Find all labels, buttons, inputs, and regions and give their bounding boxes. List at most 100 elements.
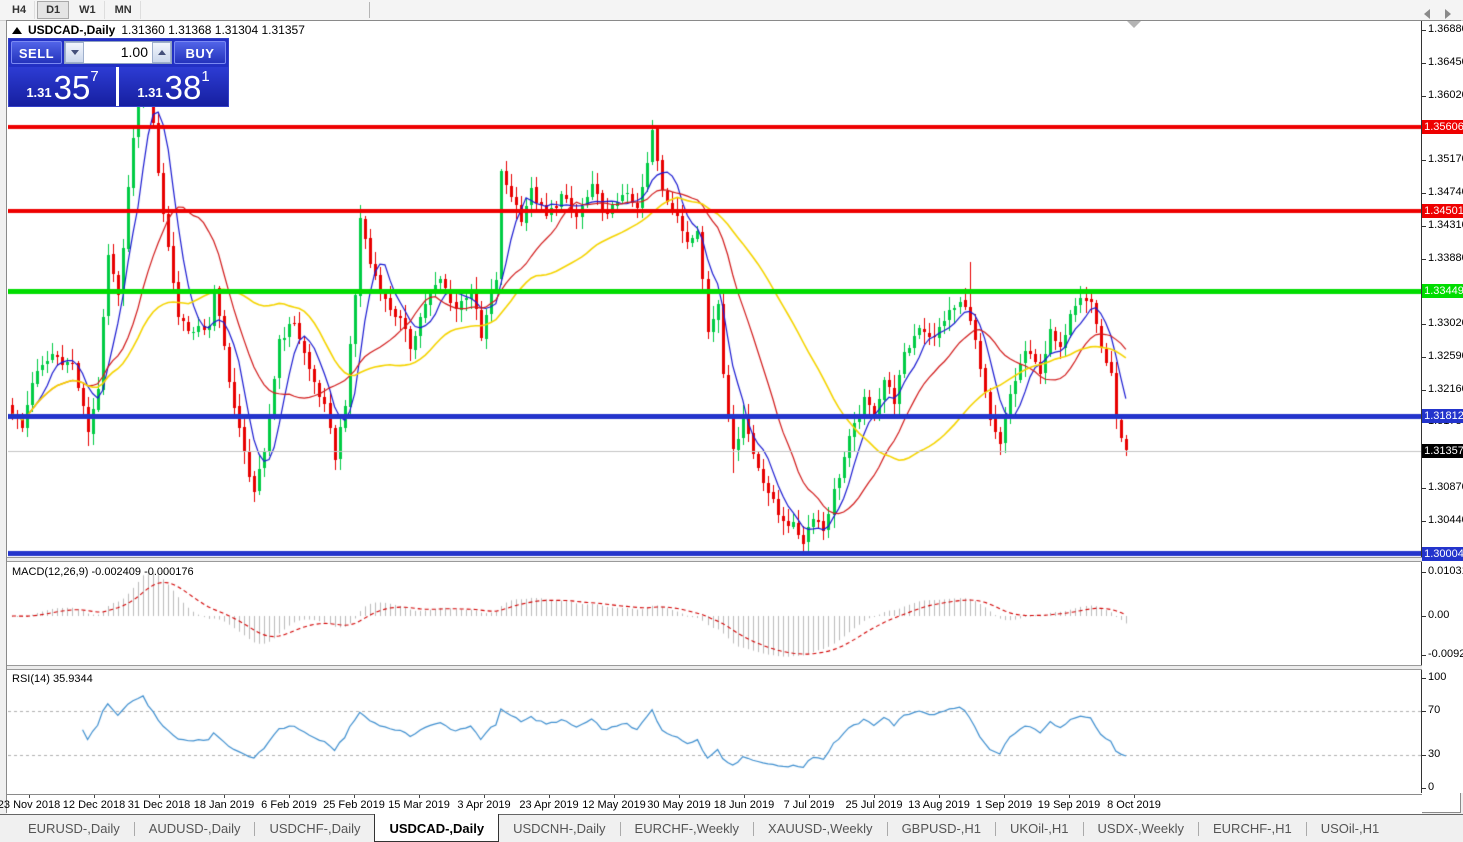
timeframe-toolbar: H4 D1 W1 MN xyxy=(0,0,1463,21)
chart-tab-eurusd-daily[interactable]: EURUSD-,Daily xyxy=(28,821,120,836)
axis-tick xyxy=(1422,225,1426,227)
volume-spinner: 1.00 xyxy=(64,41,172,64)
timeframe-button-w1[interactable]: W1 xyxy=(71,1,105,19)
rsi-axis-label: 100 xyxy=(1428,671,1447,683)
axis-tick xyxy=(29,795,30,798)
date-axis-label: 6 Feb 2019 xyxy=(261,799,317,811)
axis-tick xyxy=(484,795,485,798)
volume-input[interactable]: 1.00 xyxy=(120,44,148,60)
timeframe-button-h4[interactable]: H4 xyxy=(4,1,36,19)
price-level-flag: 1.34501 xyxy=(1422,204,1463,219)
macd-axis-label: 0.00 xyxy=(1428,609,1450,621)
date-axis-label: 12 Dec 2018 xyxy=(62,799,126,811)
chart-tab-gbpusd-h1[interactable]: GBPUSD-,H1 xyxy=(901,821,982,836)
tab-separator xyxy=(1198,821,1199,836)
chart-tab-usdx-weekly[interactable]: USDX-,Weekly xyxy=(1097,821,1184,836)
macd-axis-label: 0.010311 xyxy=(1428,564,1463,577)
date-axis-label: 23 Apr 2019 xyxy=(519,799,579,811)
axis-tick xyxy=(614,795,615,798)
date-axis-label: 8 Oct 2019 xyxy=(1107,799,1161,811)
tab-separator xyxy=(254,821,256,836)
symbol-marker-icon xyxy=(12,26,22,34)
sell-price-display[interactable]: 1.31 35 7 xyxy=(9,67,116,106)
buy-price-pip: 1 xyxy=(201,68,210,85)
axis-tick xyxy=(939,795,940,798)
volume-increase-button[interactable] xyxy=(152,42,171,63)
price-axis-label: 1.35170 xyxy=(1428,153,1463,166)
buy-price-display[interactable]: 1.31 38 1 xyxy=(119,67,228,106)
tab-separator xyxy=(753,821,755,836)
axis-tick xyxy=(1422,62,1426,64)
toolbar-separator xyxy=(368,2,370,18)
chart-ohlc-values: 1.31360 1.31368 1.31304 1.31357 xyxy=(121,23,305,37)
chevron-down-icon xyxy=(70,50,79,55)
time-axis[interactable]: 23 Nov 2018 12 Dec 2018 31 Dec 2018 18 Jan … xyxy=(0,794,1422,814)
buy-price-prefix: 1.31 xyxy=(137,85,163,100)
tab-separator xyxy=(1082,821,1084,836)
tab-separator xyxy=(886,821,888,836)
axis-tick xyxy=(1422,616,1426,617)
chart-symbol: USDCAD-,Daily xyxy=(28,23,116,37)
axis-tick xyxy=(1422,324,1426,326)
chart-tab-xauusd-weekly[interactable]: XAUUSD-,Weekly xyxy=(768,821,873,836)
date-axis-label: 1 Sep 2019 xyxy=(975,799,1033,811)
chart-tab-eurchf-h1[interactable]: EURCHF-,H1 xyxy=(1213,821,1292,836)
axis-tick xyxy=(1422,258,1426,260)
volume-decrease-button[interactable] xyxy=(65,42,84,63)
price-axis-label: 1.36020 xyxy=(1428,88,1463,101)
price-axis-label: 1.34740 xyxy=(1428,186,1463,199)
price-axis-label: 1.33020 xyxy=(1428,317,1463,330)
date-axis-label: 18 Jan 2019 xyxy=(193,799,255,811)
tab-scroll-left-icon[interactable] xyxy=(1422,8,1434,20)
chart-tab-eurchf-weekly[interactable]: EURCHF-,Weekly xyxy=(634,821,740,836)
date-axis-label: 7 Jul 2019 xyxy=(783,799,835,811)
chart-tab-usoil-h1[interactable]: USOil-,H1 xyxy=(1320,821,1380,836)
axis-tick xyxy=(1422,356,1426,358)
chart-tab-ukoil-h1[interactable]: UKOil-,H1 xyxy=(1010,821,1069,836)
date-axis-label: 23 Nov 2018 xyxy=(0,799,61,811)
axis-tick xyxy=(1422,487,1426,489)
tab-separator xyxy=(619,821,621,836)
pane-splitter-rsi[interactable] xyxy=(7,665,1422,670)
date-axis-label: 31 Dec 2018 xyxy=(127,799,191,811)
axis-tick xyxy=(744,795,745,798)
chart-tab-audusd-daily[interactable]: AUDUSD-,Daily xyxy=(148,821,241,836)
axis-tick xyxy=(224,795,225,798)
chart-canvas[interactable] xyxy=(8,21,1421,793)
axis-tick xyxy=(549,795,550,798)
price-axis-label: 1.34310 xyxy=(1428,218,1463,231)
date-axis-label: 3 Apr 2019 xyxy=(457,799,511,811)
price-axis[interactable]: 1.36880 1.36450 1.36020 1.35170 1.34740 1.343… xyxy=(1422,21,1463,793)
macd-axis-label: -0.009203 xyxy=(1428,648,1463,661)
trade-panel-top-row: SELL 1.00 BUY xyxy=(9,39,228,67)
axis-tick xyxy=(1134,795,1135,798)
rsi-axis-label: 0 xyxy=(1428,781,1435,793)
tab-separator xyxy=(133,821,135,836)
sell-button[interactable]: SELL xyxy=(11,41,62,64)
tab-scroll-right-icon[interactable] xyxy=(1442,8,1454,20)
macd-indicator-label: MACD(12,26,9) -0.002409 -0.000176 xyxy=(12,566,194,578)
chart-tab-usdcnh-daily[interactable]: USDCNH-,Daily xyxy=(513,821,606,836)
axis-tick xyxy=(1422,193,1426,195)
timeframe-buttons: H4 D1 W1 MN xyxy=(0,0,141,20)
price-level-flag: 1.33449 xyxy=(1422,284,1463,299)
chart-title: USDCAD-,Daily 1.31360 1.31368 1.31304 1.… xyxy=(12,23,305,37)
timeframe-button-mn[interactable]: MN xyxy=(107,1,141,19)
date-axis-label: 19 Sep 2019 xyxy=(1037,799,1101,811)
chart-tab-bar: EURUSD-,Daily AUDUSD-,Daily USDCHF-,Daily U… xyxy=(0,814,1463,842)
chart-tab-usdchf-daily[interactable]: USDCHF-,Daily xyxy=(269,821,361,836)
timeframe-button-d1[interactable]: D1 xyxy=(37,1,70,19)
chart-tab-usdcad-daily[interactable]: USDCAD-,Daily xyxy=(374,814,500,842)
axis-tick xyxy=(1422,755,1426,756)
pane-splitter-macd[interactable] xyxy=(7,557,1422,562)
buy-button[interactable]: BUY xyxy=(174,41,226,64)
price-axis-label: 1.32590 xyxy=(1428,349,1463,362)
price-axis-label: 1.32160 xyxy=(1428,382,1463,395)
axis-tick xyxy=(289,795,290,798)
price-level-flag: 1.31812 xyxy=(1422,409,1463,424)
sell-price-prefix: 1.31 xyxy=(26,85,52,100)
chart-shift-marker-icon[interactable] xyxy=(1127,21,1141,28)
chevron-up-icon xyxy=(157,50,166,55)
rsi-axis-label: 70 xyxy=(1428,704,1441,716)
